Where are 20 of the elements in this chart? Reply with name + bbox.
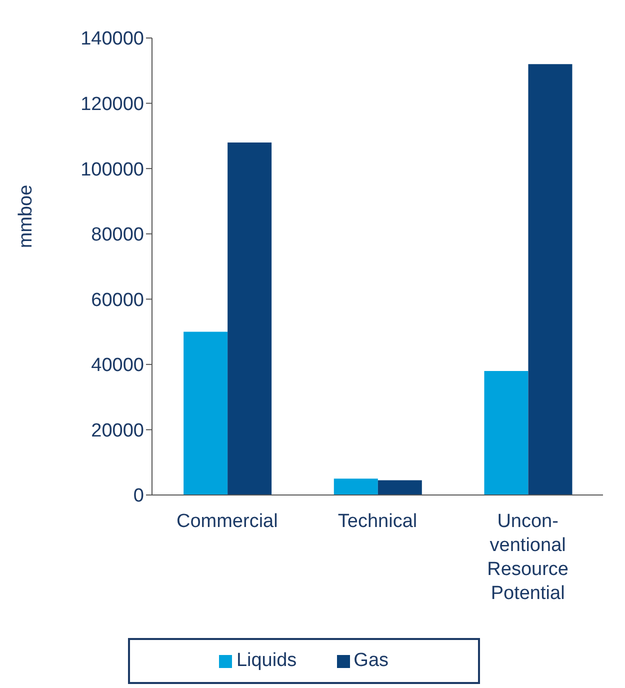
- bar: [334, 478, 378, 495]
- y-axis-title: mmboe: [16, 184, 37, 248]
- bar: [228, 142, 272, 495]
- y-tick-label: 100000: [80, 159, 144, 180]
- bar: [528, 64, 572, 495]
- x-tick-label: Commercial: [176, 511, 278, 532]
- y-tick-label: 60000: [91, 290, 144, 311]
- bar: [484, 370, 528, 495]
- y-tick-label: 120000: [80, 94, 144, 116]
- bar: [378, 480, 422, 495]
- y-tick-label: 20000: [91, 420, 144, 442]
- x-tick-label: Technical: [338, 511, 418, 532]
- y-tick-label: 140000: [80, 28, 144, 50]
- legend-label: Gas: [352, 650, 389, 672]
- y-tick-label: 40000: [91, 355, 144, 376]
- y-tick-label: 0: [133, 486, 144, 507]
- y-tick-label: 80000: [91, 224, 144, 246]
- x-tick-label: Uncon- ventional Resource Potential: [487, 511, 568, 604]
- bar: [184, 332, 228, 495]
- legend-label: Liquids: [235, 650, 297, 672]
